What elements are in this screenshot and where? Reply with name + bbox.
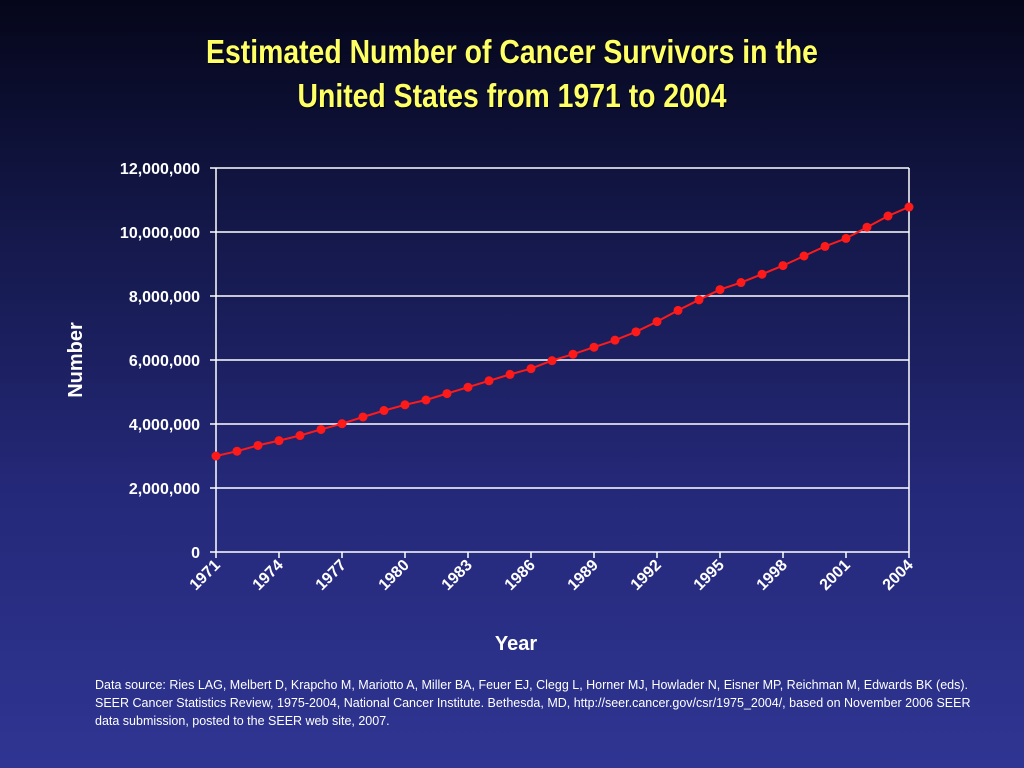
data-point — [463, 382, 473, 392]
data-point — [883, 211, 893, 221]
gridlines — [216, 167, 909, 489]
series-survivors — [211, 202, 914, 461]
series-line — [215, 206, 910, 457]
x-tick-label: 1983 — [439, 557, 476, 594]
data-point — [736, 278, 746, 288]
x-tick-label: 2001 — [817, 557, 854, 594]
x-tick-labels: 1971 1974 1977 1980 1983 1986 1989 1992 1995 1998… — [187, 557, 917, 594]
y-tick-label: 10,000,000 — [120, 225, 200, 242]
x-tick-label: 1992 — [628, 557, 665, 594]
data-point — [673, 305, 683, 315]
data-point — [505, 369, 515, 379]
y-tick-labels: 0 2,000,000 4,000,000 6,000,000 8,000,000 10,… — [120, 161, 200, 562]
x-tick-label: 1998 — [754, 557, 791, 594]
data-point — [547, 356, 557, 366]
data-point — [757, 269, 767, 279]
axes — [210, 167, 910, 558]
data-point — [295, 431, 305, 441]
y-axis-label: Number — [65, 322, 87, 398]
data-point — [841, 233, 851, 243]
data-point — [400, 400, 410, 410]
data-point — [274, 436, 284, 446]
title-line-1: Estimated Number of Cancer Survivors in … — [206, 33, 818, 70]
x-axis-label: Year — [495, 633, 537, 655]
data-point — [799, 251, 809, 261]
x-tick-label: 1974 — [250, 557, 287, 594]
data-point — [778, 261, 788, 271]
x-tick-label: 1995 — [691, 557, 728, 594]
data-point — [715, 285, 725, 295]
data-point — [694, 295, 704, 305]
y-tick-label: 12,000,000 — [120, 161, 200, 178]
y-tick-label: 2,000,000 — [129, 481, 200, 498]
data-point — [904, 202, 914, 212]
data-point — [610, 335, 620, 345]
x-tick-label: 1986 — [502, 557, 539, 594]
x-tick-label: 1980 — [376, 557, 413, 594]
y-tick-label: 8,000,000 — [129, 289, 200, 306]
y-tick-label: 0 — [191, 545, 200, 562]
slide-title: Estimated Number of Cancer Survivors in … — [72, 30, 953, 118]
y-tick-label: 6,000,000 — [129, 353, 200, 370]
x-tick-label: 1989 — [565, 557, 602, 594]
data-point — [379, 406, 389, 416]
data-point — [442, 389, 452, 399]
y-tick-label: 4,000,000 — [129, 417, 200, 434]
data-point — [211, 451, 221, 461]
x-tick-label: 1977 — [313, 557, 350, 594]
data-point — [589, 342, 599, 352]
data-point — [316, 424, 326, 434]
data-point — [526, 364, 536, 374]
x-tick-label: 2004 — [880, 557, 917, 594]
data-point — [568, 349, 578, 359]
data-point — [232, 446, 242, 456]
x-tick-label: 1971 — [187, 557, 224, 594]
data-point — [421, 395, 431, 405]
data-point — [652, 317, 662, 327]
data-point — [862, 222, 872, 232]
data-point — [631, 327, 641, 337]
data-point — [484, 376, 494, 386]
title-line-2: United States from 1971 to 2004 — [297, 77, 727, 114]
data-source-note: Data source: Ries LAG, Melbert D, Krapch… — [95, 678, 971, 728]
data-point — [820, 241, 830, 251]
data-point — [358, 412, 368, 422]
data-point — [337, 419, 347, 429]
data-point — [253, 440, 263, 450]
